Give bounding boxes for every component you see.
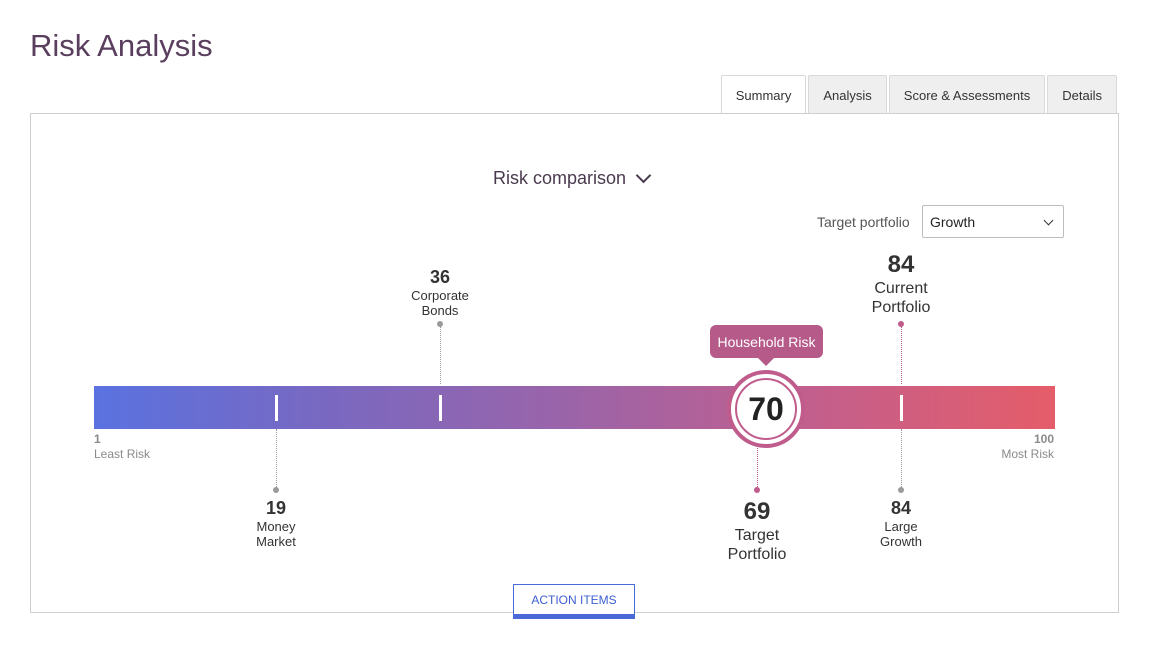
corporate-bonds-name-2: Bonds (421, 303, 459, 318)
money-market-tick (275, 395, 278, 421)
large-growth-marker: 84 Large Growth (841, 497, 961, 549)
corporate-bonds-dot (437, 321, 443, 327)
tab-details[interactable]: Details (1047, 75, 1117, 114)
target-portfolio-label: Target portfolio (817, 214, 910, 230)
chevron-down-icon (635, 167, 652, 184)
large-growth-name-1: Large (884, 519, 918, 534)
money-market-marker: 19 Money Market (216, 497, 336, 549)
target-portfolio-name-2: Portfolio (727, 546, 787, 563)
target-portfolio-value: Growth (930, 213, 976, 230)
risk-comparison-dropdown[interactable]: Risk comparison (493, 167, 652, 189)
target-portfolio-line (757, 448, 758, 487)
target-portfolio-dot (754, 487, 760, 493)
current-portfolio-value: 84 (887, 251, 915, 278)
current-portfolio-marker: 84 Current Portfolio (841, 251, 961, 317)
money-market-dot (273, 487, 279, 493)
target-portfolio-select[interactable]: Growth (922, 205, 1064, 238)
current-portfolio-name-2: Portfolio (871, 299, 931, 316)
money-market-name-1: Money (256, 519, 296, 534)
summary-panel: Risk comparison Target portfolio Growth … (30, 113, 1119, 619)
current-portfolio-tick (900, 395, 903, 421)
tab-summary[interactable]: Summary (720, 75, 807, 114)
scale-min: 1 Least Risk (94, 432, 150, 462)
corporate-bonds-tick (439, 395, 442, 421)
current-portfolio-name-1: Current (874, 280, 928, 297)
current-portfolio-line (901, 326, 902, 384)
scale-max-label: Most Risk (1001, 447, 1054, 461)
chevron-down-icon (1043, 215, 1054, 226)
money-market-name-2: Market (256, 534, 296, 549)
scale-min-value: 1 (94, 432, 101, 446)
household-risk-badge: 70 (727, 370, 805, 448)
scale-min-label: Least Risk (94, 447, 151, 461)
corporate-bonds-marker: 36 Corporate Bonds (380, 266, 500, 318)
tab-bar: Summary Analysis Score & Assessments Det… (720, 75, 1117, 114)
money-market-value: 19 (265, 498, 287, 518)
corporate-bonds-line (440, 326, 441, 384)
corporate-bonds-value: 36 (429, 267, 451, 287)
risk-comparison-label: Risk comparison (493, 168, 627, 188)
target-portfolio-name-1: Target (734, 527, 780, 544)
current-portfolio-dot (898, 321, 904, 327)
target-portfolio-value-num: 69 (743, 498, 771, 525)
tab-score-assessments[interactable]: Score & Assessments (888, 75, 1046, 114)
household-risk-tag: Household Risk (710, 325, 823, 366)
large-growth-value: 84 (890, 498, 912, 518)
corporate-bonds-name-1: Corporate (411, 288, 469, 303)
household-risk-value: 70 (735, 378, 797, 440)
large-growth-line (901, 429, 902, 487)
large-growth-name-2: Growth (880, 534, 922, 549)
scale-max: 100 Most Risk (1001, 432, 1054, 462)
tab-analysis[interactable]: Analysis (808, 75, 887, 114)
risk-scale-bar (94, 386, 1055, 429)
scale-max-value: 100 (1033, 432, 1054, 446)
action-items-button[interactable]: ACTION ITEMS (513, 584, 635, 619)
large-growth-dot (898, 487, 904, 493)
target-portfolio-marker: 69 Target Portfolio (697, 498, 817, 564)
page-title: Risk Analysis (30, 28, 213, 63)
money-market-line (276, 429, 277, 487)
